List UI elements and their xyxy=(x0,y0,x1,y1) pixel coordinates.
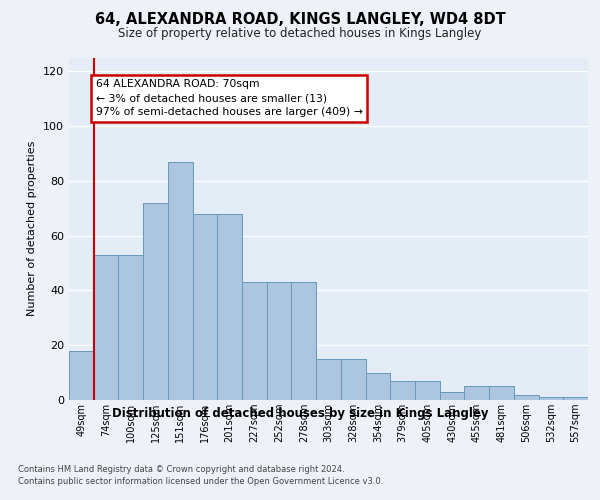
Bar xyxy=(118,255,143,400)
Bar xyxy=(69,350,94,400)
Text: 64 ALEXANDRA ROAD: 70sqm
← 3% of detached houses are smaller (13)
97% of semi-de: 64 ALEXANDRA ROAD: 70sqm ← 3% of detache… xyxy=(95,80,362,118)
Text: Contains HM Land Registry data © Crown copyright and database right 2024.: Contains HM Land Registry data © Crown c… xyxy=(18,465,344,474)
Bar xyxy=(415,381,440,400)
Bar xyxy=(242,282,267,400)
Bar xyxy=(168,162,193,400)
Bar xyxy=(539,398,563,400)
Y-axis label: Number of detached properties: Number of detached properties xyxy=(28,141,37,316)
Text: 64, ALEXANDRA ROAD, KINGS LANGLEY, WD4 8DT: 64, ALEXANDRA ROAD, KINGS LANGLEY, WD4 8… xyxy=(95,12,505,28)
Bar xyxy=(440,392,464,400)
Text: Distribution of detached houses by size in Kings Langley: Distribution of detached houses by size … xyxy=(112,408,488,420)
Bar xyxy=(292,282,316,400)
Text: Size of property relative to detached houses in Kings Langley: Size of property relative to detached ho… xyxy=(118,28,482,40)
Bar xyxy=(193,214,217,400)
Bar xyxy=(217,214,242,400)
Text: Contains public sector information licensed under the Open Government Licence v3: Contains public sector information licen… xyxy=(18,478,383,486)
Bar xyxy=(365,372,390,400)
Bar xyxy=(267,282,292,400)
Bar xyxy=(563,398,588,400)
Bar xyxy=(341,359,365,400)
Bar xyxy=(514,394,539,400)
Bar xyxy=(390,381,415,400)
Bar xyxy=(143,202,168,400)
Bar xyxy=(489,386,514,400)
Bar xyxy=(94,255,118,400)
Bar xyxy=(464,386,489,400)
Bar xyxy=(316,359,341,400)
